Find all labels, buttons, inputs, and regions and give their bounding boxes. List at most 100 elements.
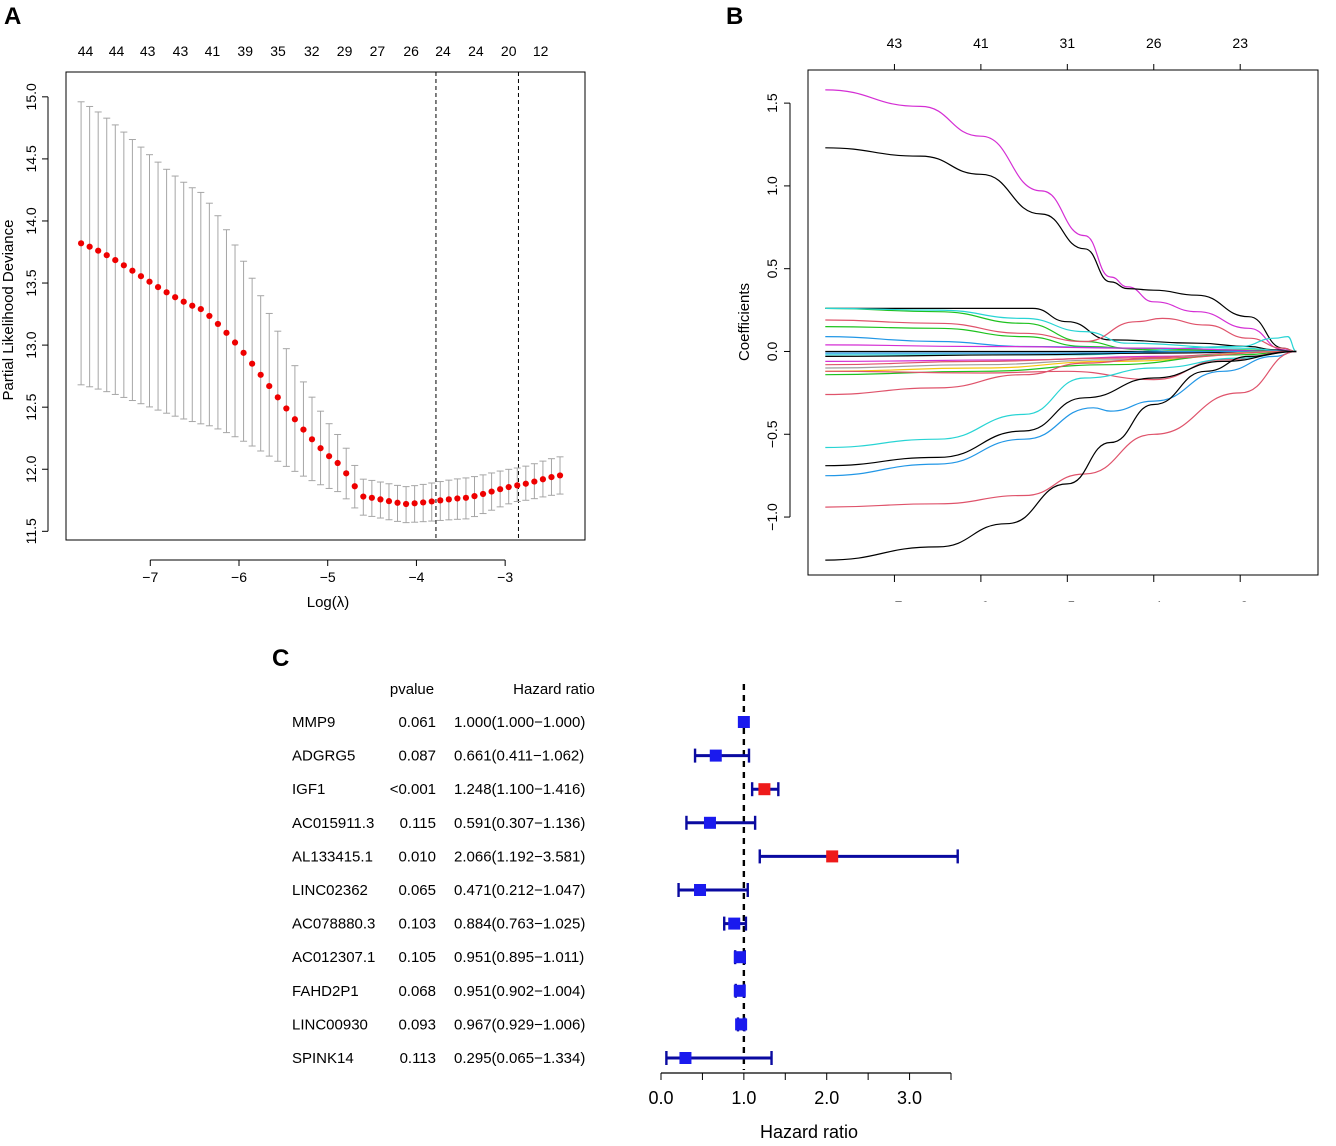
row-pvalue: 0.010 xyxy=(398,848,436,865)
cv-mean-point xyxy=(360,493,367,500)
row-pvalue: 0.068 xyxy=(398,983,436,1000)
coef-top-label: 41 xyxy=(973,35,989,51)
cv-mean-point xyxy=(257,371,264,378)
cv-y-tick-label: 11.5 xyxy=(23,518,39,544)
cv-top-label: 35 xyxy=(270,43,286,59)
coef-y-tick-label: 0.0 xyxy=(764,342,780,362)
cv-y-tick-label: 12.0 xyxy=(23,455,39,482)
cv-mean-point xyxy=(129,267,136,274)
row-hazard-ratio: 0.951(0.895−1.011) xyxy=(454,949,584,966)
cv-mean-point xyxy=(317,445,324,452)
forest-rows: MMP9 0.061 1.000(1.000−1.000) ADGRG5 0.087 0.… xyxy=(292,684,959,1070)
coef-path xyxy=(825,350,1297,381)
cv-mean-point xyxy=(479,490,487,498)
crop-mask xyxy=(800,602,1336,632)
cv-y-tick-label: 14.0 xyxy=(23,207,39,234)
coef-path xyxy=(825,350,1297,449)
coef-path xyxy=(825,317,1297,353)
coef-path xyxy=(825,350,1297,354)
cv-mean-point xyxy=(385,498,393,505)
forest-plot: pvalue Hazard ratio MMP9 0.061 1.000(1.000… xyxy=(292,681,959,1142)
cv-mean-point xyxy=(497,486,504,493)
row-hazard-ratio: 0.967(0.929−1.006) xyxy=(454,1016,585,1033)
cv-mean-point xyxy=(231,339,239,346)
cv-top-label: 26 xyxy=(403,43,419,59)
cv-y-axis-label: Partial Likelihood Deviance xyxy=(0,220,17,401)
cv-mean-point xyxy=(146,278,153,285)
cv-top-label: 12 xyxy=(533,43,549,59)
cv-y-tick-label: 15.0 xyxy=(23,83,39,110)
row-name: SPINK14 xyxy=(292,1050,354,1067)
cv-x-tick-label: −7 xyxy=(142,569,158,585)
coefficient-path-plot: Coefficients −7−6−5−4−3 −1.0−0.50.00.51.… xyxy=(736,35,1336,632)
hr-point xyxy=(735,1018,748,1031)
cv-mean-point xyxy=(343,470,350,477)
forest-x-axis-label: Hazard ratio xyxy=(760,1122,858,1141)
forest-x-axis: 0.0 1.0 2.0 3.0 xyxy=(648,1072,952,1108)
row-pvalue: 0.065 xyxy=(398,882,436,899)
hr-point xyxy=(733,951,746,964)
cv-top-label: 20 xyxy=(501,43,517,59)
cv-mean-point xyxy=(172,294,179,301)
cv-top-label: 24 xyxy=(468,43,484,59)
panel-label-c: C xyxy=(272,645,289,672)
cv-top-label: 43 xyxy=(173,43,189,59)
cv-mean-point xyxy=(103,252,110,259)
row-hazard-ratio: 0.295(0.065−1.334) xyxy=(454,1050,585,1067)
forest-axis-tick-label: 3.0 xyxy=(897,1088,922,1108)
cv-top-label: 41 xyxy=(205,43,221,59)
cv-mean-point xyxy=(197,306,204,313)
cv-mean-point xyxy=(351,483,358,490)
cv-mean-point xyxy=(394,499,401,506)
cv-mean-point xyxy=(163,289,170,296)
cv-mean-point xyxy=(274,394,281,401)
row-name: IGF1 xyxy=(292,781,325,798)
cv-plot-frame xyxy=(65,71,586,541)
coef-top-label: 31 xyxy=(1060,35,1076,51)
cv-mean-point xyxy=(283,405,290,412)
cv-mean-point xyxy=(95,247,102,254)
coef-path xyxy=(825,350,1297,369)
cv-mean-point xyxy=(334,459,341,467)
cv-y-tick-label: 13.5 xyxy=(23,269,39,296)
coef-path xyxy=(825,307,1297,353)
cv-y-tick-label: 12.5 xyxy=(23,393,39,420)
cv-lambda-lines xyxy=(435,72,519,540)
hr-point xyxy=(709,749,722,762)
cv-mean-point xyxy=(180,298,187,305)
cv-mean-point xyxy=(556,472,564,479)
cv-top-label: 43 xyxy=(140,43,156,59)
cv-deviance-plot: Log(λ) Partial Likelihood Deviance −7 −6−… xyxy=(0,43,586,611)
row-name: AC015911.3 xyxy=(292,815,374,832)
cv-top-labels: 44 44 43 43 41 39 35 32 29 27 26 24 24 20 12 xyxy=(78,43,549,59)
coef-plot-frame xyxy=(807,69,1319,576)
cv-mean-point xyxy=(326,453,333,460)
cv-x-tick-label: −6 xyxy=(231,569,247,585)
cv-mean-point xyxy=(189,302,196,309)
coef-path xyxy=(825,350,1297,357)
row-hazard-ratio: 0.951(0.902−1.004) xyxy=(454,983,585,1000)
coef-path xyxy=(825,344,1297,353)
cv-top-label: 44 xyxy=(109,43,125,59)
row-name: MMP9 xyxy=(292,714,335,731)
panel-label-a: A xyxy=(4,3,21,30)
cv-y-tick-label: 13.0 xyxy=(23,331,39,358)
cv-mean-point xyxy=(402,500,410,508)
cv-mean-point xyxy=(548,474,555,481)
coef-path xyxy=(825,350,1297,366)
cv-mean-point xyxy=(206,312,213,320)
panel-label-b: B xyxy=(726,3,743,30)
coef-y-tick-label: −0.5 xyxy=(764,420,780,448)
cv-x-axis: −7 −6 −5 −4 −3 xyxy=(142,559,513,585)
hr-point xyxy=(679,1052,692,1064)
cv-mean-point xyxy=(368,494,375,501)
row-pvalue: 0.103 xyxy=(398,916,436,933)
row-pvalue: 0.115 xyxy=(400,815,436,832)
coef-y-axis-label: Coefficients xyxy=(736,283,753,361)
cv-mean-point xyxy=(505,483,512,491)
cv-mean-point xyxy=(291,416,298,423)
row-name: LINC02362 xyxy=(292,882,368,899)
coef-path xyxy=(825,350,1297,561)
hr-point xyxy=(694,884,707,896)
row-hazard-ratio: 0.661(0.411−1.062) xyxy=(454,748,584,765)
